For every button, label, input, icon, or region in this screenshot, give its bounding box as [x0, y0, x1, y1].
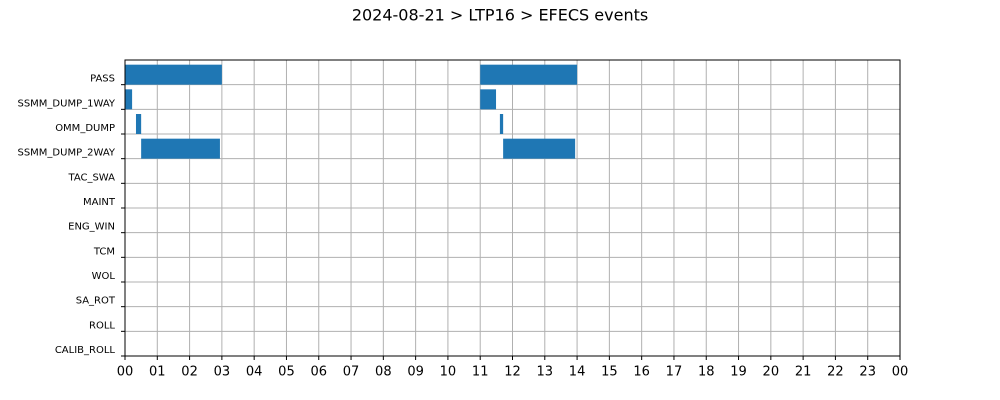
x-tick-label: 10: [440, 365, 457, 380]
x-tick-label: 20: [763, 365, 780, 380]
x-tick-label: 19: [730, 365, 747, 380]
y-tick-label: SA_ROT: [76, 296, 116, 307]
x-tick-label: 08: [375, 365, 392, 380]
chart-title: 2024-08-21 > LTP16 > EFECS events: [352, 6, 648, 25]
y-tick-label: OMM_DUMP: [55, 123, 115, 134]
y-tick-label: TAC_SWA: [67, 172, 115, 183]
event-bar: [480, 64, 578, 85]
x-tick-label: 17: [666, 365, 683, 380]
x-tick-label: 07: [343, 365, 360, 380]
x-tick-label: 22: [827, 365, 844, 380]
event-bar: [125, 64, 222, 85]
y-tick-label: SSMM_DUMP_2WAY: [17, 148, 115, 159]
x-tick-label: 06: [310, 365, 327, 380]
x-tick-label: 02: [181, 365, 198, 380]
x-tick-label: 12: [504, 365, 521, 380]
x-tick-label: 11: [472, 365, 489, 380]
x-tick-label: 14: [569, 365, 586, 380]
x-tick-label: 00: [892, 365, 909, 380]
x-tick-label: 18: [698, 365, 715, 380]
y-tick-label: PASS: [90, 74, 115, 85]
y-tick-label: MAINT: [83, 197, 116, 208]
x-tick-label: 21: [795, 365, 812, 380]
y-tick-label: ROLL: [89, 320, 115, 331]
y-tick-label: WOL: [92, 271, 116, 282]
plot-frame: [124, 59, 901, 357]
x-tick-label: 09: [407, 365, 424, 380]
x-tick-label: 03: [214, 365, 231, 380]
x-tick-label: 16: [633, 365, 650, 380]
y-tick-label: SSMM_DUMP_1WAY: [17, 98, 115, 109]
x-tick-label: 13: [537, 365, 554, 380]
y-tick-label: TCM: [93, 246, 115, 257]
event-bar: [503, 138, 576, 159]
event-bar: [125, 89, 133, 110]
y-tick-label: ENG_WIN: [68, 222, 115, 233]
y-tick-label: CALIB_ROLL: [55, 345, 116, 356]
event-bar: [141, 138, 220, 159]
event-bar: [135, 114, 142, 134]
x-tick-label: 05: [278, 365, 295, 380]
x-tick-label: 15: [601, 365, 618, 380]
event-bar: [480, 89, 497, 110]
x-tick-label: 04: [246, 365, 263, 380]
event-bar: [499, 114, 504, 134]
x-tick-label: 01: [149, 365, 166, 380]
x-tick-label: 23: [859, 365, 876, 380]
x-tick-label: 00: [117, 365, 134, 380]
